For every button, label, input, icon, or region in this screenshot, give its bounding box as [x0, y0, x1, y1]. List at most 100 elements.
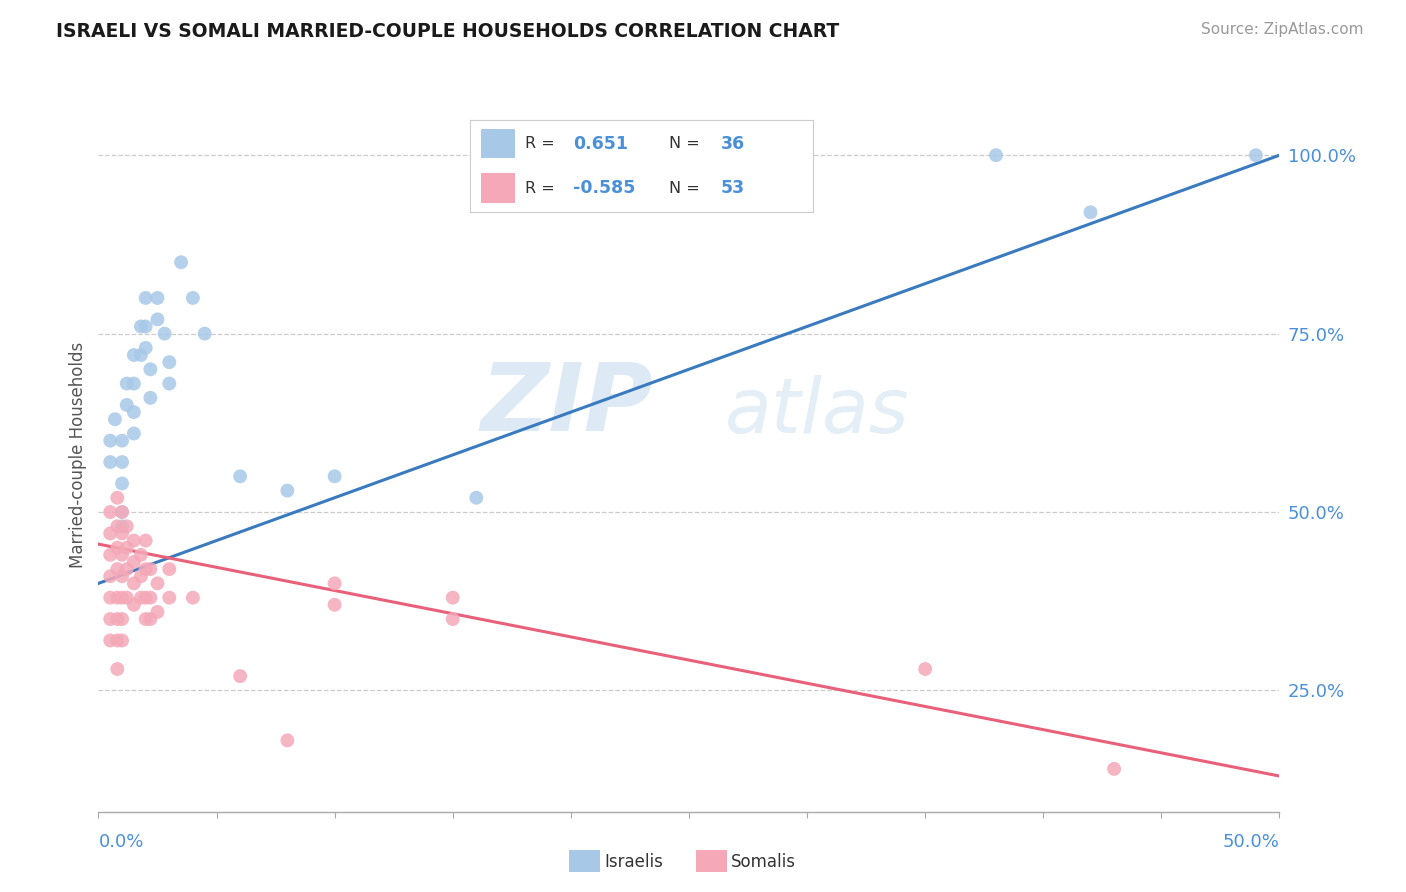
Point: [153, 326, 176, 341]
Point: [146, 576, 169, 591]
Point: [229, 669, 252, 683]
Point: [111, 526, 134, 541]
Point: [441, 591, 464, 605]
Point: [105, 612, 128, 626]
Point: [111, 434, 134, 448]
Point: [135, 533, 157, 548]
Bar: [481, 128, 515, 159]
Text: R =: R =: [526, 136, 555, 151]
Point: [122, 598, 145, 612]
Text: 0.0%: 0.0%: [98, 833, 143, 851]
Point: [129, 548, 152, 562]
Point: [122, 426, 145, 441]
Point: [98, 591, 121, 605]
Text: 36: 36: [720, 135, 745, 153]
Point: [105, 519, 128, 533]
Point: [1080, 205, 1102, 219]
Point: [181, 291, 204, 305]
Point: [111, 633, 134, 648]
Point: [98, 434, 121, 448]
Point: [105, 541, 128, 555]
Text: Somalis: Somalis: [731, 853, 796, 871]
Point: [984, 148, 1007, 162]
Point: [157, 355, 180, 369]
Point: [139, 612, 162, 626]
Point: [157, 376, 180, 391]
Point: [157, 591, 180, 605]
Point: [122, 405, 145, 419]
Point: [111, 612, 134, 626]
Point: [146, 605, 169, 619]
Point: [98, 505, 121, 519]
Point: [105, 591, 128, 605]
Point: [98, 569, 121, 583]
Point: [135, 562, 157, 576]
Text: N =: N =: [669, 136, 700, 151]
Point: [115, 376, 138, 391]
Point: [1102, 762, 1125, 776]
Point: [441, 612, 464, 626]
Point: [98, 612, 121, 626]
Text: -0.585: -0.585: [574, 179, 636, 197]
Text: 53: 53: [720, 179, 745, 197]
Point: [111, 548, 134, 562]
Point: [129, 569, 152, 583]
Point: [157, 562, 180, 576]
Text: Israelis: Israelis: [605, 853, 664, 871]
Point: [111, 569, 134, 583]
Point: [98, 633, 121, 648]
Point: [276, 483, 298, 498]
Point: [135, 319, 157, 334]
Point: [115, 562, 138, 576]
Point: [111, 519, 134, 533]
Y-axis label: Married-couple Households: Married-couple Households: [69, 342, 87, 568]
Point: [122, 348, 145, 362]
Point: [135, 341, 157, 355]
Point: [146, 291, 169, 305]
Point: [323, 598, 346, 612]
Point: [98, 548, 121, 562]
Point: [115, 591, 138, 605]
Point: [146, 312, 169, 326]
Point: [104, 412, 127, 426]
Point: [111, 476, 134, 491]
Point: [105, 662, 128, 676]
Point: [135, 591, 157, 605]
Point: [115, 519, 138, 533]
Point: [111, 505, 134, 519]
Point: [129, 319, 152, 334]
Point: [465, 491, 488, 505]
Point: [122, 576, 145, 591]
Point: [129, 348, 152, 362]
Point: [323, 469, 346, 483]
Point: [276, 733, 298, 747]
Point: [323, 576, 346, 591]
Point: [914, 662, 936, 676]
Point: [111, 505, 134, 519]
Point: [135, 612, 157, 626]
Point: [122, 376, 145, 391]
Point: [98, 526, 121, 541]
Point: [105, 491, 128, 505]
Point: [105, 633, 128, 648]
Point: [139, 362, 162, 376]
Text: 0.651: 0.651: [574, 135, 628, 153]
Point: [135, 291, 157, 305]
Text: atlas: atlas: [724, 376, 908, 449]
Point: [122, 555, 145, 569]
Point: [139, 591, 162, 605]
Text: N =: N =: [669, 181, 700, 195]
Point: [139, 391, 162, 405]
Point: [229, 469, 252, 483]
Point: [122, 533, 145, 548]
Bar: [481, 173, 515, 203]
Text: 50.0%: 50.0%: [1223, 833, 1279, 851]
Text: R =: R =: [526, 181, 555, 195]
Text: ZIP: ZIP: [481, 359, 654, 451]
Point: [139, 562, 162, 576]
Point: [98, 455, 121, 469]
Point: [111, 591, 134, 605]
Point: [1244, 148, 1267, 162]
Point: [170, 255, 193, 269]
Point: [129, 591, 152, 605]
